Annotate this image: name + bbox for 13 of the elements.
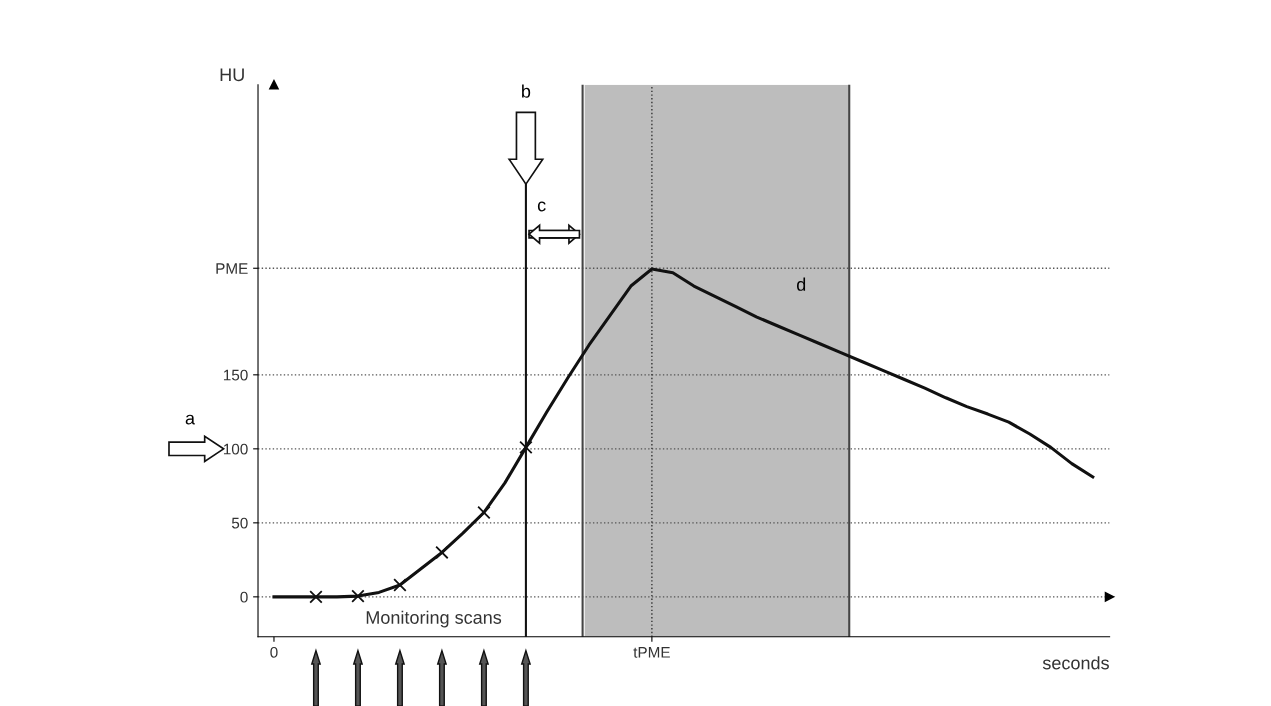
y-axis-title: HU	[220, 68, 244, 82]
y-tick-label: 50	[231, 517, 248, 529]
text: a	[185, 414, 196, 425]
annotation: d	[796, 277, 806, 291]
annotation: c	[537, 201, 546, 212]
y-tick-label: 100	[223, 443, 248, 455]
y-tick-label: 150	[223, 369, 248, 381]
y-tick-label: 0	[240, 591, 248, 603]
y-tick-label: PME	[216, 263, 248, 274]
annotation: b	[522, 84, 531, 98]
x-tick-label: tPME	[633, 647, 670, 658]
x-axis-title: seconds	[1042, 656, 1109, 670]
annotation: Monitoring scans	[366, 610, 502, 628]
